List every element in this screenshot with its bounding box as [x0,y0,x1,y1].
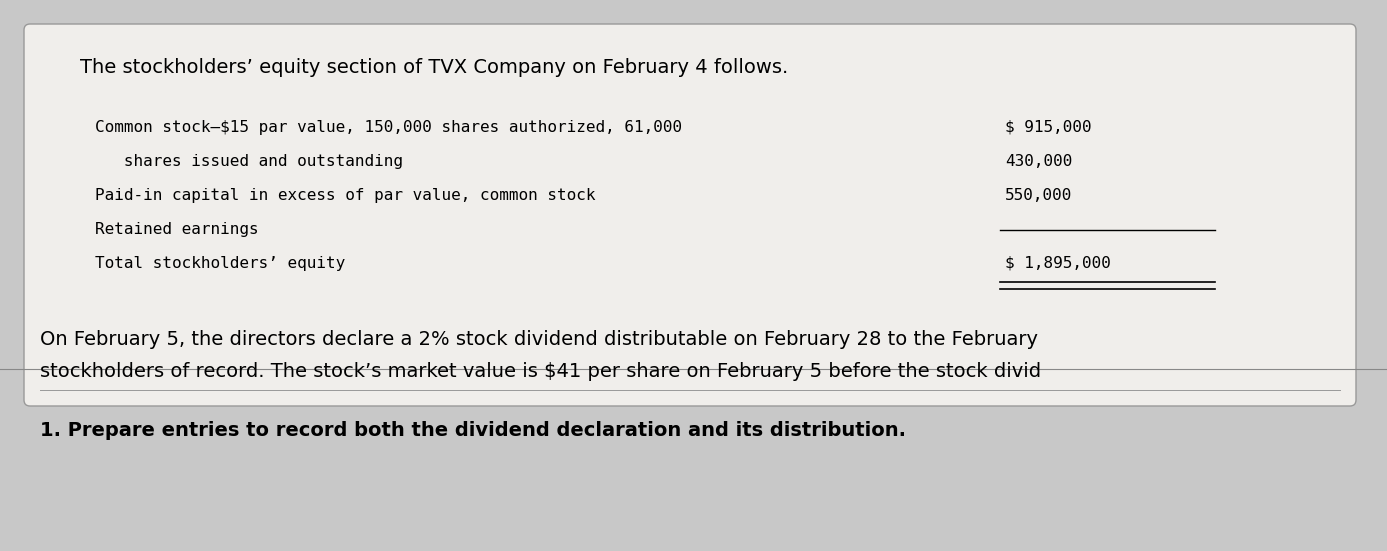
Text: $ 1,895,000: $ 1,895,000 [1006,256,1111,271]
Text: stockholders of record. The stock’s market value is $41 per share on February 5 : stockholders of record. The stock’s mark… [40,362,1042,381]
Text: 550,000: 550,000 [1006,188,1072,203]
Text: On February 5, the directors declare a 2% stock dividend distributable on Februa: On February 5, the directors declare a 2… [40,330,1037,349]
Text: Paid-in capital in excess of par value, common stock: Paid-in capital in excess of par value, … [94,188,595,203]
Text: Total stockholders’ equity: Total stockholders’ equity [94,256,345,271]
Text: $ 915,000: $ 915,000 [1006,120,1092,135]
Text: Retained earnings: Retained earnings [94,222,258,237]
Text: 430,000: 430,000 [1006,154,1072,169]
Text: 1. Prepare entries to record both the dividend declaration and its distribution.: 1. Prepare entries to record both the di… [40,421,906,440]
Text: Common stock–$15 par value, 150,000 shares authorized, 61,000: Common stock–$15 par value, 150,000 shar… [94,120,682,135]
Text: shares issued and outstanding: shares issued and outstanding [94,154,404,169]
Text: The stockholders’ equity section of TVX Company on February 4 follows.: The stockholders’ equity section of TVX … [80,58,788,77]
FancyBboxPatch shape [24,24,1356,406]
